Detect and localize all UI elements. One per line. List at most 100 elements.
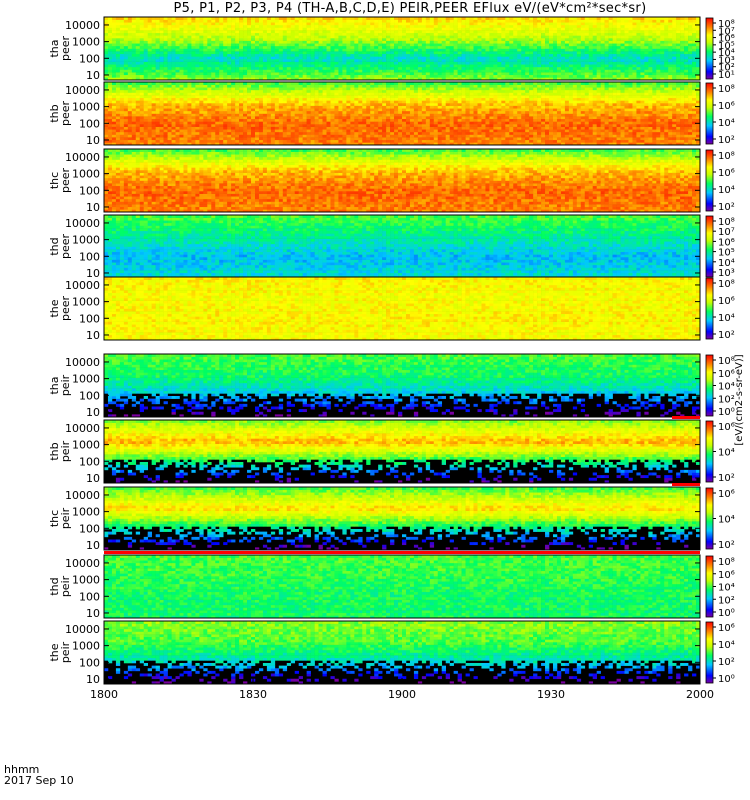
colorbar bbox=[706, 18, 713, 79]
y-tick-label: 10000 bbox=[65, 19, 100, 32]
colorbar-tick-label: 10⁸ bbox=[718, 279, 735, 290]
colorbar-tick-label: 10⁸ bbox=[718, 151, 735, 162]
colorbar-tick-label: 10⁴ bbox=[718, 118, 735, 129]
colorbar-tick-label: 10² bbox=[718, 330, 735, 341]
x-tick-label: 2000 bbox=[686, 688, 714, 701]
y-tick-label: 100 bbox=[79, 656, 100, 669]
y-tick-label: 10000 bbox=[65, 217, 100, 230]
x-tick-label: 1900 bbox=[388, 688, 416, 701]
colorbar-tick-label: 10⁴ bbox=[718, 185, 735, 196]
colorbar-tick-label: 10⁶ bbox=[718, 623, 735, 634]
colorbar-tick-label: 10⁰ bbox=[718, 608, 735, 619]
panel-10 bbox=[104, 621, 700, 684]
data-gap-bar bbox=[672, 483, 700, 486]
y-tick-label: 10 bbox=[86, 607, 100, 620]
colorbar bbox=[706, 421, 713, 482]
colorbar-tick-label: 10⁴ bbox=[718, 583, 735, 594]
colorbar-tick-label: 10⁶ bbox=[718, 369, 735, 380]
panel-4 bbox=[104, 215, 700, 278]
colorbar-tick-label: 10⁴ bbox=[718, 640, 735, 651]
colorbar-tick-label: 10³ bbox=[718, 268, 735, 279]
y-tick-label: 10 bbox=[86, 472, 100, 485]
y-tick-label: 1000 bbox=[72, 506, 100, 519]
y-tick-label: 10 bbox=[86, 406, 100, 419]
y-tick-label: 1000 bbox=[72, 36, 100, 49]
colorbar bbox=[706, 488, 713, 549]
x-tick-label: 1830 bbox=[239, 688, 267, 701]
y-tick-label: 10000 bbox=[65, 422, 100, 435]
y-tick-label: 100 bbox=[79, 184, 100, 197]
date-label: 2017 Sep 10 bbox=[4, 775, 74, 786]
colorbar-tick-label: 10¹ bbox=[718, 70, 735, 81]
y-tick-label: 10000 bbox=[65, 84, 100, 97]
y-tick-label: 10000 bbox=[65, 489, 100, 502]
y-tick-label: 1000 bbox=[72, 234, 100, 247]
colorbar-tick-label: 10⁶ bbox=[718, 570, 735, 581]
y-tick-label: 10 bbox=[86, 134, 100, 147]
colorbar-tick-label: 10⁶ bbox=[718, 168, 735, 179]
y-tick-label: 100 bbox=[79, 250, 100, 263]
colorbar-tick-label: 10⁴ bbox=[718, 515, 735, 526]
panel-label: peer bbox=[59, 234, 72, 260]
y-tick-label: 100 bbox=[79, 312, 100, 325]
colorbar-tick-label: 10² bbox=[718, 202, 735, 213]
colorbar-tick-label: 10⁶ bbox=[718, 101, 735, 112]
colorbar-tick-label: 10⁰ bbox=[718, 407, 735, 418]
panel-label: peir bbox=[59, 575, 72, 597]
panel-7 bbox=[104, 420, 700, 483]
y-tick-label: 10000 bbox=[65, 151, 100, 164]
panel-6 bbox=[104, 354, 700, 417]
y-tick-label: 10000 bbox=[65, 623, 100, 636]
colorbar bbox=[706, 355, 713, 416]
colorbar-tick-label: 10⁶ bbox=[718, 422, 735, 433]
colorbar-tick-label: 10² bbox=[718, 135, 735, 146]
colorbar-tick-label: 10⁴ bbox=[718, 313, 735, 324]
colorbar-tick-label: 10⁸ bbox=[718, 557, 735, 568]
panel-label: peer bbox=[59, 101, 72, 127]
colorbar bbox=[706, 150, 713, 211]
colorbar-tick-label: 10⁸ bbox=[718, 356, 735, 367]
y-tick-label: 1000 bbox=[72, 296, 100, 309]
colorbar-tick-label: 10⁰ bbox=[718, 674, 735, 685]
panel-label: peer bbox=[59, 36, 72, 62]
panel-label: peir bbox=[59, 641, 72, 663]
panel-label: peer bbox=[59, 168, 72, 194]
panel-label: peir bbox=[59, 507, 72, 529]
colorbar-tick-label: 10² bbox=[718, 657, 735, 668]
y-tick-label: 100 bbox=[79, 455, 100, 468]
panel-label: peer bbox=[59, 296, 72, 322]
y-tick-label: 1000 bbox=[72, 373, 100, 386]
panel-label: peir bbox=[59, 374, 72, 396]
panel-2 bbox=[104, 82, 700, 145]
panel-9 bbox=[104, 555, 700, 618]
colorbar-tick-label: 10² bbox=[718, 540, 735, 551]
y-tick-label: 10 bbox=[86, 69, 100, 82]
x-tick-label: 1930 bbox=[537, 688, 565, 701]
y-tick-label: 1000 bbox=[72, 439, 100, 452]
y-tick-label: 10 bbox=[86, 673, 100, 686]
colorbar bbox=[706, 216, 713, 277]
y-tick-label: 100 bbox=[79, 117, 100, 130]
y-tick-label: 10000 bbox=[65, 557, 100, 570]
colorbar bbox=[706, 622, 713, 683]
colorbar bbox=[706, 278, 713, 339]
y-tick-label: 10 bbox=[86, 201, 100, 214]
data-gap-bar bbox=[672, 416, 700, 419]
colorbar-tick-label: 10⁶ bbox=[718, 489, 735, 500]
colorbar bbox=[706, 83, 713, 144]
colorbar-tick-label: 10⁴ bbox=[718, 448, 735, 459]
colorbar-tick-label: 10⁴ bbox=[718, 382, 735, 393]
y-tick-label: 1000 bbox=[72, 101, 100, 114]
y-tick-label: 1000 bbox=[72, 640, 100, 653]
y-tick-label: 100 bbox=[79, 389, 100, 402]
y-tick-label: 10 bbox=[86, 539, 100, 552]
y-tick-label: 1000 bbox=[72, 574, 100, 587]
y-tick-label: 100 bbox=[79, 52, 100, 65]
y-tick-label: 10000 bbox=[65, 279, 100, 292]
colorbar-tick-label: 10⁶ bbox=[718, 296, 735, 307]
colorbar-tick-label: 10⁸ bbox=[718, 84, 735, 95]
panel-label: peir bbox=[59, 440, 72, 462]
data-gap-bar bbox=[104, 551, 700, 554]
panel-3 bbox=[104, 149, 700, 212]
